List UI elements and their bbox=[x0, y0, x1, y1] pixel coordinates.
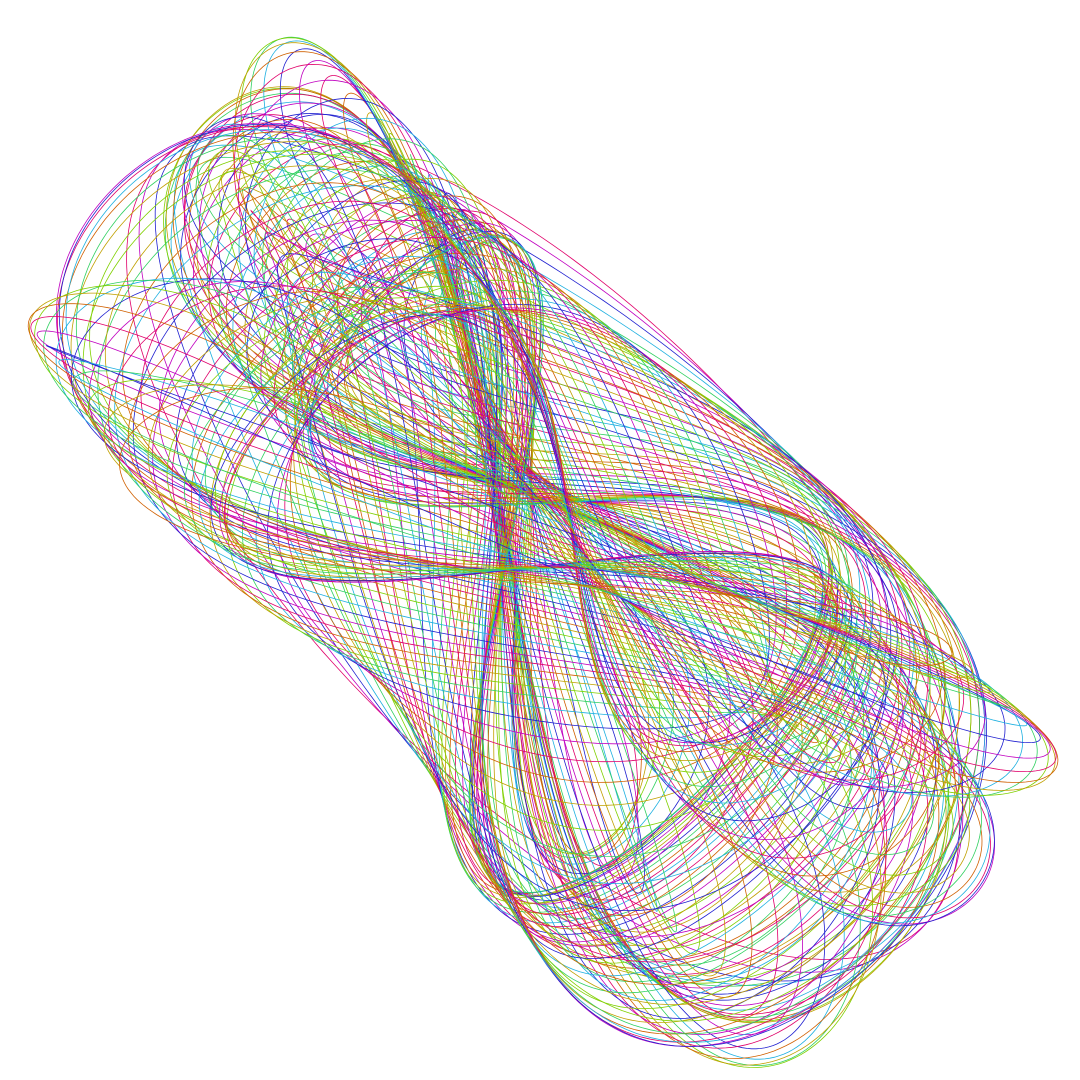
curve bbox=[191, 255, 871, 804]
curve bbox=[198, 312, 865, 746]
curve bbox=[43, 279, 1038, 798]
curve bbox=[166, 303, 900, 757]
curve bbox=[327, 255, 833, 896]
curve bbox=[70, 141, 970, 894]
curve bbox=[171, 237, 841, 764]
curve bbox=[241, 290, 773, 714]
curve bbox=[217, 113, 896, 995]
curve bbox=[284, 177, 846, 946]
curve bbox=[103, 384, 973, 679]
curve bbox=[221, 167, 960, 1006]
curve bbox=[240, 37, 874, 1068]
curve bbox=[292, 286, 853, 858]
curve-group bbox=[27, 36, 1059, 1068]
curve bbox=[263, 138, 865, 983]
curve bbox=[388, 132, 701, 955]
curve bbox=[208, 143, 913, 975]
curve bbox=[453, 239, 650, 855]
curve bbox=[263, 197, 871, 932]
curve bbox=[58, 124, 995, 927]
curve bbox=[114, 185, 913, 833]
curve bbox=[235, 188, 946, 986]
curve bbox=[286, 271, 872, 885]
curve bbox=[264, 232, 911, 938]
curve bbox=[119, 387, 953, 667]
curve bbox=[45, 345, 1041, 743]
curve bbox=[219, 314, 844, 744]
curve bbox=[152, 220, 865, 786]
curve bbox=[71, 278, 1006, 794]
curve bbox=[36, 330, 1051, 759]
curve bbox=[289, 307, 801, 783]
curve bbox=[127, 291, 943, 773]
curve bbox=[57, 125, 991, 919]
curve bbox=[30, 316, 1057, 773]
curve bbox=[366, 112, 727, 977]
curve bbox=[209, 267, 799, 727]
curve bbox=[267, 303, 770, 730]
curve bbox=[183, 308, 882, 751]
curve bbox=[250, 209, 929, 963]
curve bbox=[197, 134, 981, 1035]
curve bbox=[255, 298, 769, 719]
curve bbox=[147, 297, 921, 765]
curve bbox=[170, 101, 945, 1011]
curve bbox=[87, 378, 993, 693]
curve bbox=[175, 238, 887, 822]
curve bbox=[343, 92, 753, 998]
curve bbox=[302, 234, 833, 897]
curve bbox=[265, 203, 917, 969]
curve bbox=[244, 97, 880, 1019]
curve bbox=[58, 359, 1028, 727]
curve bbox=[65, 129, 991, 924]
curve bbox=[55, 277, 1023, 797]
curve bbox=[29, 292, 1056, 791]
curve bbox=[286, 159, 828, 950]
curve bbox=[27, 303, 1059, 783]
curve bbox=[232, 51, 887, 1059]
curve bbox=[233, 63, 888, 1049]
curve bbox=[61, 131, 983, 908]
curve bbox=[274, 158, 856, 964]
curve bbox=[238, 79, 885, 1036]
curve bbox=[107, 285, 965, 781]
curve bbox=[294, 297, 834, 831]
curve bbox=[347, 271, 834, 898]
curve bbox=[277, 253, 892, 911]
curve bbox=[273, 207, 867, 928]
curve bbox=[89, 150, 971, 907]
curve bbox=[188, 118, 972, 1035]
curve bbox=[55, 122, 996, 925]
curve bbox=[284, 308, 787, 763]
curve bbox=[210, 314, 853, 744]
curve bbox=[286, 218, 903, 959]
curve bbox=[75, 138, 983, 917]
curve bbox=[221, 297, 841, 761]
curve bbox=[191, 252, 819, 743]
curve bbox=[180, 112, 937, 1001]
curve bbox=[104, 165, 956, 893]
curve bbox=[320, 75, 779, 1018]
curve bbox=[82, 153, 954, 876]
